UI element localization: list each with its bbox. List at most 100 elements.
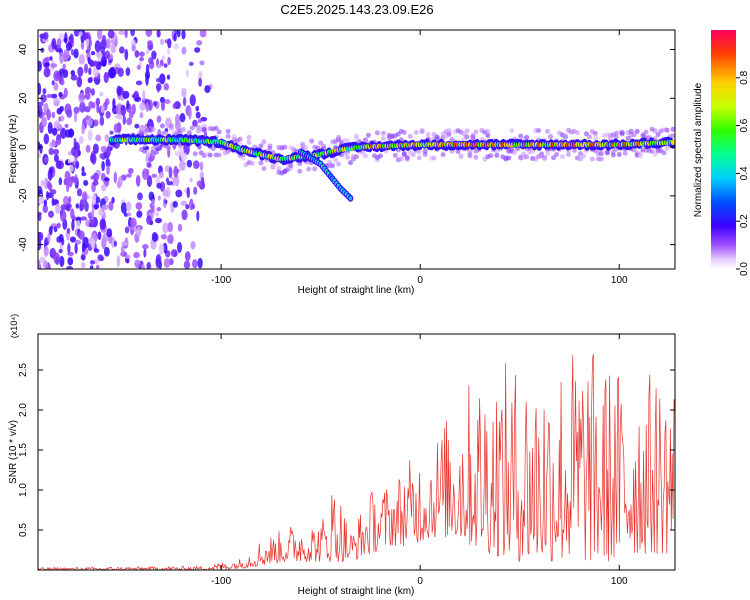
heatmap-noise-cell: [156, 115, 162, 123]
heatmap-halo-cell: [207, 152, 213, 158]
heatmap-noise-cell: [173, 165, 179, 178]
heatmap-noise-cell: [174, 30, 179, 35]
heatmap-noise-cell: [100, 219, 105, 228]
heatmap-noise-cell: [168, 166, 173, 179]
heatmap-noise-cell: [91, 193, 97, 205]
heatmap-noise-cell: [122, 90, 130, 99]
heatmap-noise-cell: [100, 184, 107, 192]
heatmap-noise-cell: [40, 179, 45, 187]
heatmap-noise-cell: [110, 43, 116, 54]
heatmap-noise-cell: [55, 203, 61, 215]
heatmap-noise-cell: [113, 240, 117, 247]
heatmap-noise-cell: [78, 230, 85, 240]
heatmap-noise-cell: [157, 195, 161, 201]
heatmap-noise-cell: [126, 212, 132, 217]
heatmap-noise-cell: [179, 160, 186, 171]
heatmap-noise-cell: [70, 208, 75, 220]
heatmap-noise-cell: [103, 71, 109, 84]
snr-x-tick-label: -100: [211, 576, 231, 587]
heatmap-noise-cell: [145, 49, 150, 55]
heatmap-noise-cell: [131, 44, 136, 52]
heatmap-noise-cell: [55, 160, 62, 169]
heatmap-halo-cell: [524, 134, 530, 140]
heatmap-noise-cell: [180, 152, 188, 161]
heatmap-noise-cell: [190, 241, 196, 250]
heatmap-halo-cell: [183, 147, 189, 153]
heatmap-halo-cell: [485, 128, 491, 134]
heatmap-noise-cell: [173, 43, 179, 50]
heatmap-noise-cell: [170, 249, 178, 258]
heatmap-halo-cell: [419, 129, 425, 135]
heatmap-noise-cell: [165, 177, 170, 183]
heatmap-halo-cell: [225, 128, 231, 134]
heatmap-halo-cell: [345, 154, 351, 160]
heatmap-noise-cell: [81, 166, 85, 173]
heatmap-halo-cell: [165, 144, 171, 150]
heatmap-noise-cell: [113, 123, 120, 134]
heatmap-noise-cell: [200, 116, 208, 122]
heatmap-noise-cell: [97, 231, 102, 241]
heatmap-halo-cell: [380, 130, 386, 136]
heatmap-halo-cell: [464, 128, 470, 134]
heatmap-noise-cell: [177, 223, 183, 232]
heatmap-noise-cell: [74, 160, 80, 169]
snr-y-tick-label: 2.0: [18, 403, 29, 417]
heatmap-halo-cell: [392, 152, 398, 158]
heatmap-halo-cell: [303, 145, 309, 151]
snr-y-axis-label: SNR (10 * v/v): [8, 420, 19, 484]
heatmap-halo-cell: [634, 128, 640, 134]
heatmap-noise-cell: [156, 77, 162, 83]
heatmap-halo-cell: [598, 151, 604, 157]
heatmap-noise-cell: [175, 189, 183, 198]
heatmap-noise-cell: [163, 63, 168, 68]
heatmap-halo-cell: [592, 135, 598, 141]
heatmap-noise-cell: [126, 173, 132, 178]
heatmap-halo-cell: [664, 127, 670, 133]
heatmap-noise-cell: [139, 112, 144, 119]
heatmap-noise-cell: [124, 48, 129, 61]
heatmap-noise-cell: [196, 210, 200, 222]
heatmap-noise-cell: [101, 160, 105, 172]
heatmap-noise-cell: [118, 46, 125, 54]
heatmap-halo-cell: [649, 148, 655, 154]
heatmap-noise-cell: [142, 243, 149, 250]
heatmap-halo-cell: [440, 152, 446, 158]
heatmap-noise-cell: [159, 38, 165, 46]
heatmap-noise-cell: [67, 158, 72, 164]
heatmap-noise-cell: [134, 123, 140, 129]
heatmap-halo-cell: [583, 131, 589, 137]
heatmap-noise-cell: [59, 115, 65, 122]
heatmap-halo-cell: [449, 137, 455, 143]
heatmap-noise-cell: [94, 60, 98, 66]
heatmap-halo-cell: [604, 150, 610, 156]
heatmap-noise-cell: [85, 219, 90, 227]
heatmap-noise-cell: [185, 204, 190, 210]
heatmap-noise-cell: [150, 206, 155, 214]
heatmap-noise-cell: [151, 198, 155, 207]
heatmap-noise-cell: [69, 164, 74, 173]
heatmap-noise-cell: [65, 129, 71, 138]
heatmap-noise-cell: [146, 215, 152, 225]
heatmap-noise-cell: [38, 82, 41, 92]
snr-x-tick-label: 0: [417, 576, 423, 587]
heatmap-halo-cell: [580, 153, 586, 159]
heatmap-halo-cell: [652, 128, 658, 134]
heatmap-x-tick-label: -100: [211, 275, 231, 286]
heatmap-noise-cell: [101, 204, 105, 212]
heatmap-noise-cell: [59, 105, 64, 112]
heatmap-noise-cell: [147, 40, 153, 46]
heatmap-noise-cell: [48, 147, 54, 156]
heatmap-noise-cell: [77, 149, 81, 157]
heatmap-noise-cell: [156, 30, 161, 38]
colorbar-tick-label: 0.4: [739, 166, 750, 180]
heatmap-noise-cell: [75, 203, 80, 209]
heatmap-noise-cell: [44, 156, 49, 163]
heatmap-noise-cell: [186, 186, 190, 199]
heatmap-noise-cell: [66, 265, 73, 269]
colorbar: 0.0 0.2 0.4 0.6 0.8 Normalized spectral ampl…: [693, 30, 750, 276]
heatmap-noise-cell: [95, 97, 101, 106]
heatmap-noise-cell: [118, 30, 125, 35]
heatmap-halo-cell: [586, 134, 592, 140]
heatmap-noise-cell: [38, 152, 42, 159]
heatmap-noise-cell: [88, 67, 92, 76]
